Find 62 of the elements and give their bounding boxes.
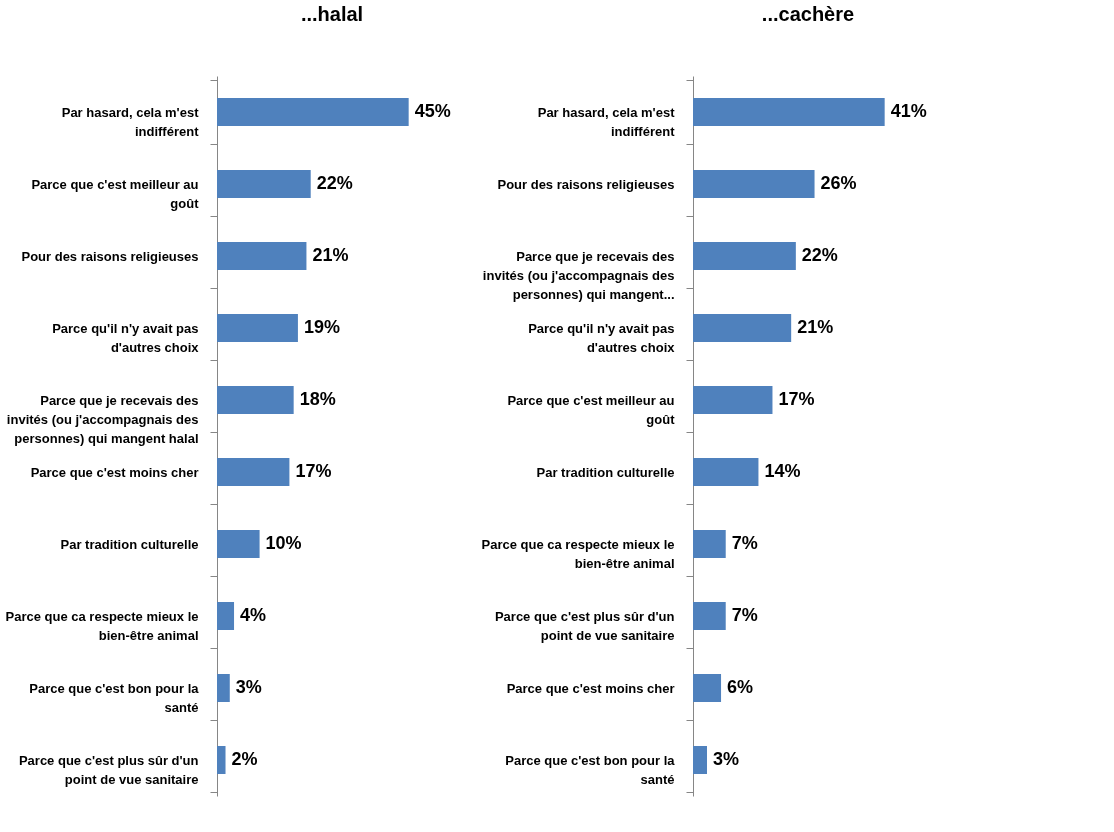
data-label: 41% [890,101,927,121]
data-label: 7% [731,605,758,625]
bar [693,242,796,270]
bar [693,674,722,702]
y-tick-label: Parce qu'il n'y avait pas d'autres choix [52,320,200,355]
y-tick-label: Parce que ca respecte mieux le bien-être animal [481,536,675,571]
bar [217,242,307,270]
y-tick-label: Par hasard, cela m'est indifférent [61,104,200,139]
data-label: 18% [299,389,336,409]
data-label: 6% [727,677,754,697]
data-label: 17% [295,461,332,481]
y-tick-label: Parce que je recevais des invités (ou j'accompagnais des personnes) qui mangent... [482,248,675,302]
data-label: 3% [235,677,262,697]
data-label: 4% [240,605,267,625]
y-tick-label: Parce que c'est bon pour la santé [29,680,200,715]
bar [217,674,230,702]
bar [217,530,260,558]
chart-title: ...cachère [761,3,855,25]
y-tick-label: Parce que c'est plus sûr d'un point de vue sanitaire [18,752,199,787]
bar [693,530,726,558]
y-tick-label: Parce que c'est meilleur au goût [31,176,200,211]
y-tick-label: Parce que je recevais des invités (ou j'accompagnais des personnes) qui mangent halal [6,392,199,446]
bar [693,602,726,630]
data-label: 22% [801,245,838,265]
y-tick-label: Parce qu'il n'y avait pas d'autres choix [528,320,676,355]
y-tick-label: Parce que c'est bon pour la santé [505,752,676,787]
data-label: 22% [316,173,353,193]
y-tick-label: Parce que c'est meilleur au goût [507,392,676,427]
data-label: 19% [303,317,340,337]
bar [217,386,294,414]
data-label: 10% [265,533,302,553]
bar [217,170,311,198]
bar [693,386,773,414]
data-label: 2% [231,749,258,769]
data-label: 21% [312,245,349,265]
data-label: 45% [414,101,451,121]
data-label: 21% [797,317,834,337]
data-label: 17% [778,389,815,409]
bar [693,458,759,486]
bar [217,458,290,486]
data-label: 3% [713,749,740,769]
bar [693,98,885,126]
bar [217,314,298,342]
data-label: 7% [731,533,758,553]
y-tick-label: Pour des raisons religieuses [21,248,199,264]
y-tick-label: Par hasard, cela m'est indifférent [537,104,676,139]
data-label: 26% [820,173,857,193]
data-label: 14% [764,461,801,481]
y-tick-label: Par tradition culturelle [536,464,675,480]
bar [217,746,226,774]
y-tick-label: Parce que ca respecte mieux le bien-être animal [5,608,199,643]
y-tick-label: Pour des raisons religieuses [497,176,675,192]
y-tick-label: Parce que c'est plus sûr d'un point de vue sanitaire [494,608,675,643]
chart-title: ...halal [300,3,364,25]
bar [693,170,815,198]
bar [217,98,409,126]
y-tick-label: Parce que c'est moins cher [30,464,199,480]
bar [217,602,235,630]
bar [693,314,792,342]
bar [693,746,708,774]
y-tick-label: Parce que c'est moins cher [506,680,675,696]
y-tick-label: Par tradition culturelle [60,536,199,552]
